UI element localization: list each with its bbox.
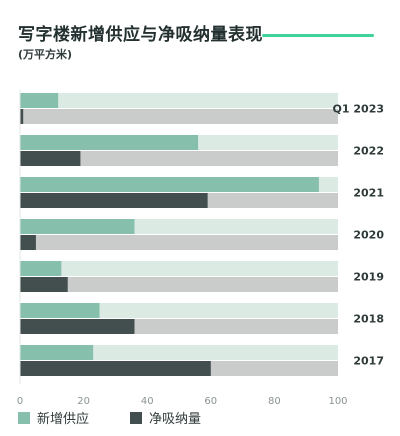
x-tick-label: 40 (141, 396, 154, 407)
x-tick-label: 80 (268, 396, 281, 407)
legend-swatch-supply (18, 411, 30, 424)
bar-track-absorption (20, 151, 338, 166)
bar-absorption (20, 193, 208, 208)
bar-supply (20, 177, 319, 192)
bar-track-absorption (20, 277, 338, 292)
bar-track-absorption (20, 235, 338, 250)
bar-absorption (20, 151, 81, 166)
x-tick-label: 60 (204, 396, 217, 407)
category-label: 2021 (353, 187, 384, 200)
legend-item-absorption: 净吸纳量 (130, 408, 201, 427)
bar-absorption (20, 277, 68, 292)
x-tick-label: 0 (17, 396, 23, 407)
category-label: 2022 (353, 145, 384, 158)
category-label: 2018 (353, 313, 384, 326)
bar-supply (20, 93, 59, 108)
category-label: Q1 2023 (333, 103, 384, 116)
bar-absorption (20, 361, 211, 376)
bar-supply (20, 219, 135, 234)
legend-label-absorption: 净吸纳量 (149, 412, 202, 427)
x-tick-label: 100 (328, 396, 347, 407)
bar-absorption (20, 235, 36, 250)
bar-supply (20, 135, 199, 150)
chart-title: 写字楼新增供应与净吸纳量表现 (18, 25, 263, 45)
bar-absorption (20, 319, 135, 334)
chart-subtitle: (万平方米) (18, 48, 73, 61)
legend-label-supply: 新增供应 (37, 412, 90, 427)
title-accent-line (262, 34, 374, 37)
bar-track-supply (20, 93, 338, 108)
bar-track-supply (20, 345, 338, 360)
legend-swatch-absorption (130, 411, 142, 424)
bar-track-supply (20, 261, 338, 276)
bar-supply (20, 345, 94, 360)
bar-absorption (20, 109, 24, 124)
bar-supply (20, 303, 100, 318)
legend-item-supply: 新增供应 (18, 408, 89, 427)
bar-track-absorption (20, 109, 338, 124)
bar-supply (20, 261, 62, 276)
category-label: 2020 (353, 229, 384, 242)
category-label: 2019 (353, 271, 384, 284)
legend: 新增供应 净吸纳量 (18, 408, 390, 430)
category-label: 2017 (353, 355, 384, 368)
x-tick-label: 20 (77, 396, 90, 407)
